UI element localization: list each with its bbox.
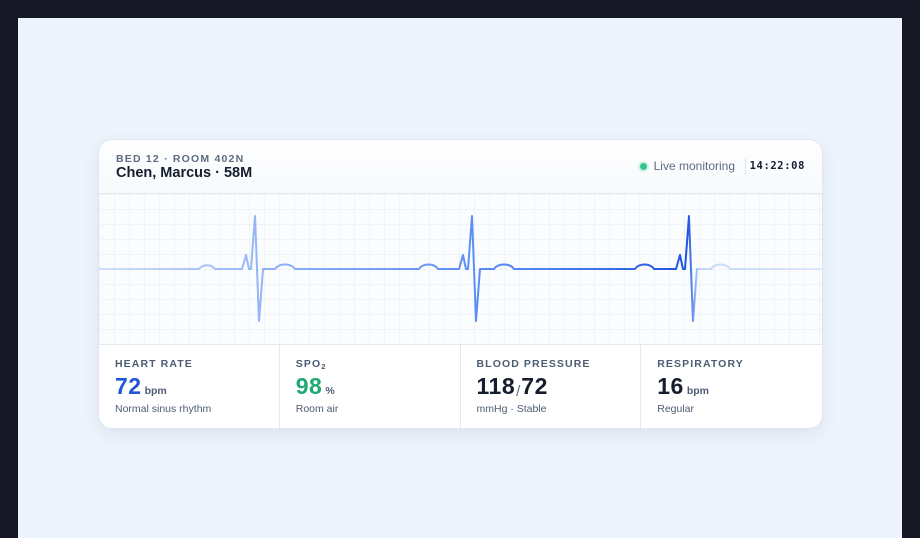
blood-pressure-tile: BLOOD PRESSURE 118 / 72 mmHg · Stable [461, 345, 642, 428]
spo2-note: Room air [295, 403, 339, 415]
spo2-unit: % [325, 385, 335, 397]
respiratory-note: Regular [657, 403, 695, 415]
spo2-value: 98 [295, 373, 323, 399]
card-header: BED 12 · ROOM 402N Chen, Marcus · 58M Li… [99, 140, 822, 194]
heart-rate-tile: HEART RATE 72 bpm Normal sinus rhythm [99, 345, 280, 428]
blood-pressure-diastolic: 72 [521, 373, 548, 399]
spo2-label-sub: 2 [321, 362, 326, 371]
heart-rate-value: 72 [115, 373, 142, 399]
live-status: Live monitoring [639, 159, 735, 173]
spo2-label: SPO2 [296, 358, 326, 371]
respiratory-label: RESPIRATORY [657, 358, 744, 370]
live-status-label: Live monitoring [653, 159, 735, 173]
header-divider [745, 158, 746, 174]
clock-readout: 14:22:08 [749, 160, 805, 172]
patient-name: Chen, Marcus · 58M [116, 165, 253, 181]
patient-monitor-card: BED 12 · ROOM 402N Chen, Marcus · 58M Li… [98, 139, 823, 429]
blood-pressure-label: BLOOD PRESSURE [476, 358, 591, 370]
bed-room-label: BED 12 · ROOM 402N [116, 153, 245, 165]
ecg-grid [99, 194, 822, 344]
blood-pressure-value-row: 118 / 72 [477, 373, 548, 400]
heart-rate-value-row: 72 bpm [115, 373, 167, 400]
app-background: BED 12 · ROOM 402N Chen, Marcus · 58M Li… [18, 18, 902, 538]
respiratory-value: 16 [657, 373, 684, 399]
live-status-dot-icon [639, 162, 647, 170]
ecg-waveform-panel [99, 194, 822, 344]
respiratory-unit: bpm [686, 385, 710, 397]
ecg-trace [99, 215, 822, 322]
vitals-row: HEART RATE 72 bpm Normal sinus rhythm SP… [99, 344, 822, 428]
respiratory-value-row: 16 bpm [657, 373, 709, 400]
spo2-value-row: 98 % [296, 373, 335, 400]
heart-rate-label: HEART RATE [115, 358, 193, 370]
heart-rate-note: Normal sinus rhythm [115, 403, 212, 415]
spo2-tile: SPO2 98 % Room air [280, 345, 461, 428]
blood-pressure-note: mmHg · Stable [476, 403, 547, 415]
blood-pressure-systolic: 118 [476, 373, 516, 399]
blood-pressure-separator: / [516, 383, 521, 400]
respiratory-tile: RESPIRATORY 16 bpm Regular [641, 345, 822, 428]
ecg-waveform [99, 194, 822, 344]
heart-rate-unit: bpm [144, 385, 167, 397]
spo2-label-main: SPO [295, 358, 322, 370]
